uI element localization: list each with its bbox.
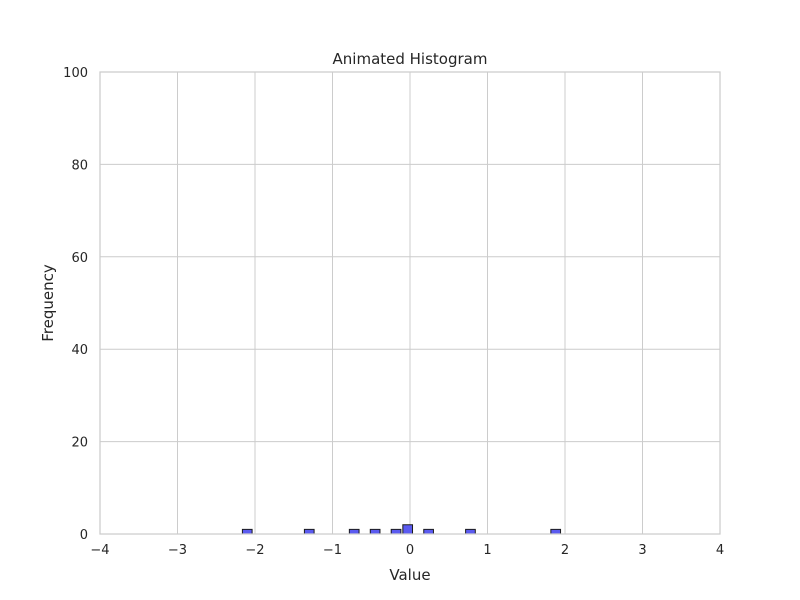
histogram-bar xyxy=(348,528,360,535)
histogram-bar xyxy=(369,528,381,535)
histogram-bar xyxy=(465,528,476,535)
histogram-bar xyxy=(241,528,253,535)
x-tick-label: 1 xyxy=(483,543,491,558)
histogram-bar xyxy=(402,524,414,535)
histogram-bar xyxy=(303,528,315,535)
plot-frame xyxy=(99,71,721,535)
x-tick-label: −3 xyxy=(168,543,187,558)
plot-border xyxy=(99,71,721,535)
x-tick-label: 0 xyxy=(406,543,414,558)
x-axis-label: Value xyxy=(389,566,430,584)
grid-layer xyxy=(99,71,721,535)
y-tick-label: 60 xyxy=(71,251,88,266)
y-tick-label: 100 xyxy=(63,66,88,81)
x-tick-label: 3 xyxy=(638,543,646,558)
y-tick-label: 20 xyxy=(71,436,88,451)
y-tick-label: 0 xyxy=(80,528,88,543)
chart-title: Animated Histogram xyxy=(333,50,488,68)
x-tick-label: −2 xyxy=(245,543,264,558)
y-tick-label: 40 xyxy=(71,343,88,358)
histogram-bar xyxy=(390,528,402,535)
y-axis-label: Frequency xyxy=(39,264,57,342)
histogram-bar xyxy=(423,528,434,535)
histogram-bar xyxy=(550,528,562,535)
bars-layer xyxy=(241,524,562,535)
x-tick-label: −4 xyxy=(90,543,109,558)
y-tick-label: 80 xyxy=(71,158,88,173)
x-tick-label: 2 xyxy=(561,543,569,558)
x-tick-label: −1 xyxy=(323,543,342,558)
x-tick-label: 4 xyxy=(716,543,724,558)
